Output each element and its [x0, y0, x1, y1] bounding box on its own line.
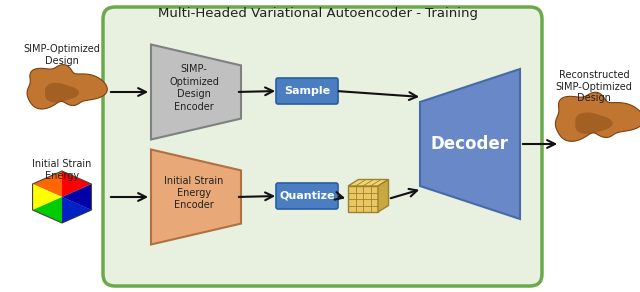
Text: Initial Strain
Energy
Encoder: Initial Strain Energy Encoder: [164, 175, 224, 211]
Polygon shape: [151, 150, 241, 244]
Polygon shape: [62, 184, 92, 210]
Polygon shape: [33, 184, 62, 210]
Polygon shape: [33, 197, 62, 223]
Polygon shape: [151, 44, 241, 140]
Polygon shape: [348, 180, 388, 186]
FancyBboxPatch shape: [276, 183, 338, 209]
Polygon shape: [575, 112, 612, 134]
Text: Decoder: Decoder: [431, 135, 509, 153]
Text: SIMP-Optimized
Design: SIMP-Optimized Design: [24, 44, 100, 66]
Text: Reconstructed
SIMP-Optimized
Design: Reconstructed SIMP-Optimized Design: [556, 70, 632, 103]
Polygon shape: [62, 197, 92, 223]
Text: SIMP-
Optimized
Design
Encoder: SIMP- Optimized Design Encoder: [169, 65, 219, 112]
Polygon shape: [378, 180, 388, 212]
Text: Sample: Sample: [284, 86, 330, 96]
Text: Initial Strain
Energy: Initial Strain Energy: [32, 159, 92, 180]
Polygon shape: [27, 65, 108, 109]
Polygon shape: [33, 171, 62, 197]
Polygon shape: [420, 69, 520, 219]
Polygon shape: [348, 186, 378, 212]
Polygon shape: [62, 171, 92, 197]
Polygon shape: [62, 197, 92, 223]
Polygon shape: [556, 92, 640, 141]
Text: Multi-Headed Variational Autoencoder - Training: Multi-Headed Variational Autoencoder - T…: [158, 7, 478, 20]
FancyBboxPatch shape: [103, 7, 542, 286]
FancyBboxPatch shape: [276, 78, 338, 104]
Text: Quantize: Quantize: [279, 191, 335, 201]
Polygon shape: [45, 83, 79, 102]
